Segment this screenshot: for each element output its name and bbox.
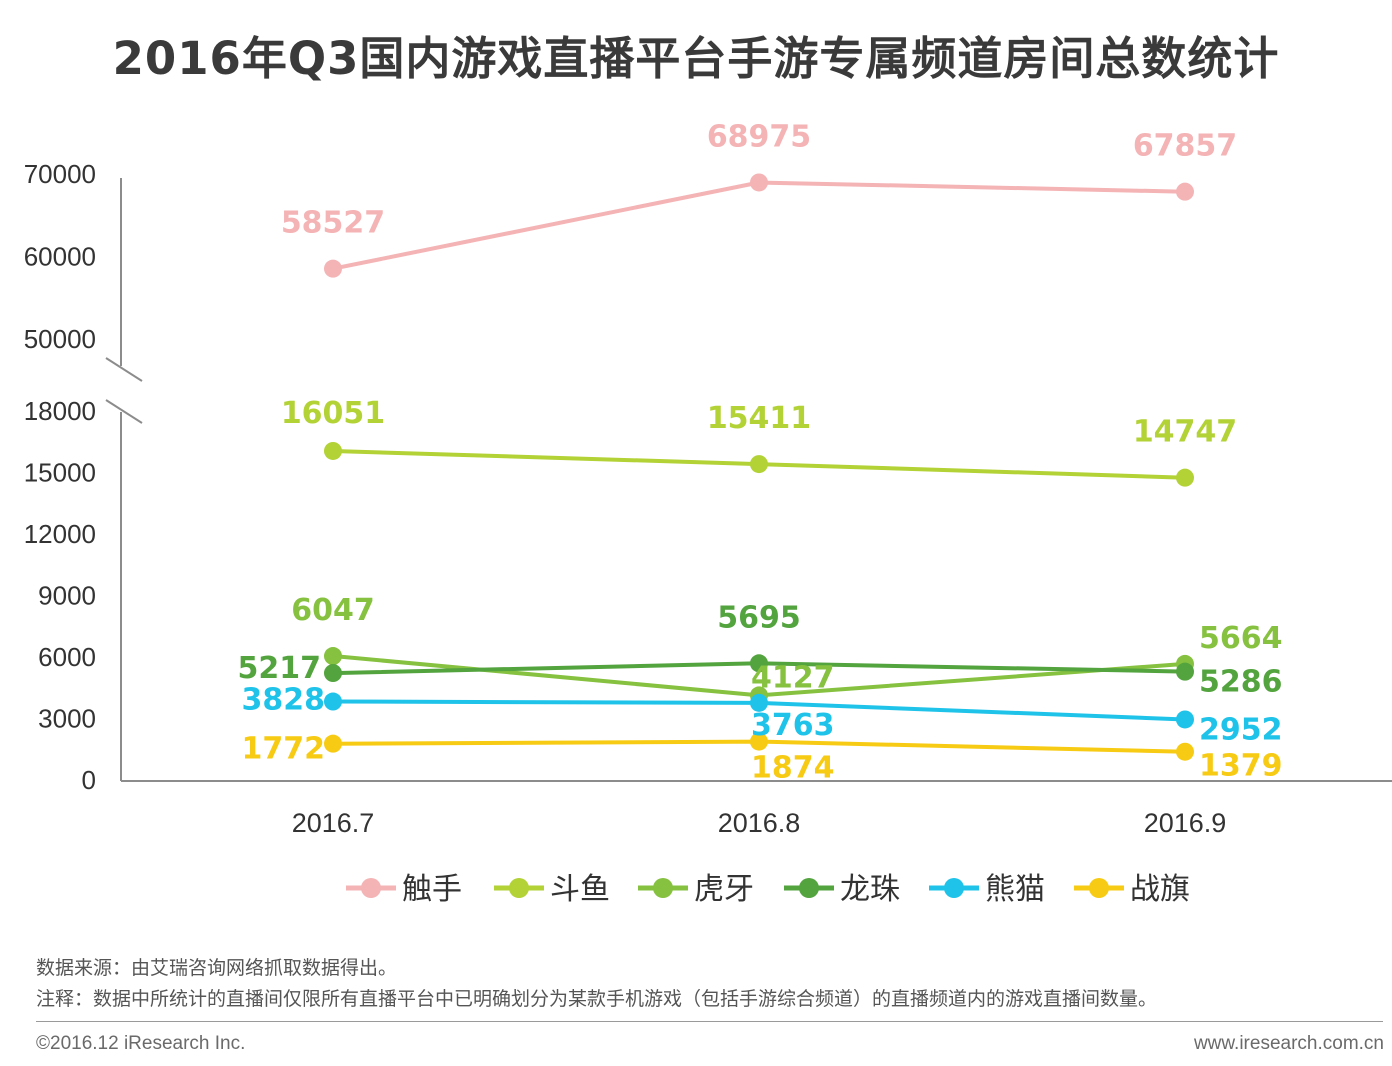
data-point [324,647,342,666]
data-point [324,692,342,711]
data-label: 5695 [717,600,801,635]
data-point [750,693,768,712]
legend-label: 战旗 [1130,872,1190,907]
data-point [324,259,342,278]
remark-note: 注释：数据中所统计的直播间仅限所有直播平台中已明确划分为某款手机游戏（包括手游综… [36,988,1158,1010]
axis-break-mark [105,399,143,424]
legend-label: 斗鱼 [550,872,610,907]
y-tick-label: 6000 [38,642,96,672]
source-note: 数据来源：由艾瑞咨询网络抓取数据得出。 [36,957,398,979]
data-label: 5286 [1199,665,1283,700]
data-label: 5664 [1199,621,1283,656]
series-lines [324,173,1194,761]
website: www.iresearch.com.cn [1193,1033,1384,1054]
copyright: ©2016.12 iResearch Inc. [36,1033,246,1054]
data-label: 15411 [707,401,811,436]
data-point [324,734,342,753]
y-tick-label: 0 [82,765,96,795]
data-label: 14747 [1133,415,1237,450]
data-label: 1874 [751,751,835,786]
y-tick-labels: 0 3000 6000 9000 12000 15000 18000 50000 60000 70… [24,159,96,795]
y-tick-label: 15000 [24,458,96,488]
y-tick-label: 3000 [38,704,96,734]
data-label: 6047 [291,593,375,628]
data-point [1176,182,1194,201]
data-label: 68975 [707,119,811,154]
legend-label: 熊猫 [985,872,1045,907]
y-tick-label: 50000 [24,324,96,354]
x-tick-labels: 2016.7 2016.8 2016.9 [292,808,1227,838]
legend-marker [509,878,529,898]
data-point [1176,662,1194,681]
footer-divider [36,1021,1383,1022]
legend-marker [944,878,964,898]
data-label: 3828 [242,683,326,718]
series-line-触手 [332,180,1186,271]
y-tick-label: 18000 [24,396,96,426]
legend-marker [361,878,381,898]
data-labels: 58527 68975 67857 16051 15411 14747 6047 4127 56… [238,119,1283,785]
y-tick-label: 12000 [24,519,96,549]
x-tick-label: 2016.9 [1144,808,1227,838]
data-point [750,455,768,474]
x-tick-label: 2016.7 [292,808,375,838]
data-label: 2952 [1199,712,1283,747]
data-point [750,732,768,751]
data-point [750,173,768,192]
data-label: 58527 [281,206,385,241]
data-point [1176,468,1194,487]
y-tick-label: 60000 [24,242,96,272]
data-point [1176,710,1194,729]
x-tick-label: 2016.8 [718,808,801,838]
chart-title: 2016年Q3国内游戏直播平台手游专属频道房间总数统计 [112,32,1280,85]
data-label: 3763 [751,708,835,743]
legend-marker [653,878,673,898]
data-label: 16051 [281,396,385,431]
legend-label: 龙珠 [840,872,900,907]
data-label: 67857 [1133,129,1237,164]
data-point [324,441,342,460]
data-label: 1379 [1199,749,1283,784]
data-label: 4127 [751,660,835,695]
data-point [750,654,768,673]
axes [105,178,1392,782]
data-point [324,664,342,683]
data-label: 1772 [242,732,326,767]
data-point [1176,742,1194,761]
data-label: 5217 [238,651,322,686]
axis-break-mark [105,357,143,382]
line-chart: 0 3000 6000 9000 12000 15000 18000 50000 60000 70… [24,119,1392,907]
legend: 触手 斗鱼 虎牙 龙珠 熊猫 战旗 [346,872,1190,907]
legend-marker [1089,878,1109,898]
legend-label: 虎牙 [694,872,754,907]
y-tick-label: 70000 [24,159,96,189]
legend-marker [799,878,819,898]
y-tick-label: 9000 [38,581,96,611]
legend-label: 触手 [402,872,462,907]
